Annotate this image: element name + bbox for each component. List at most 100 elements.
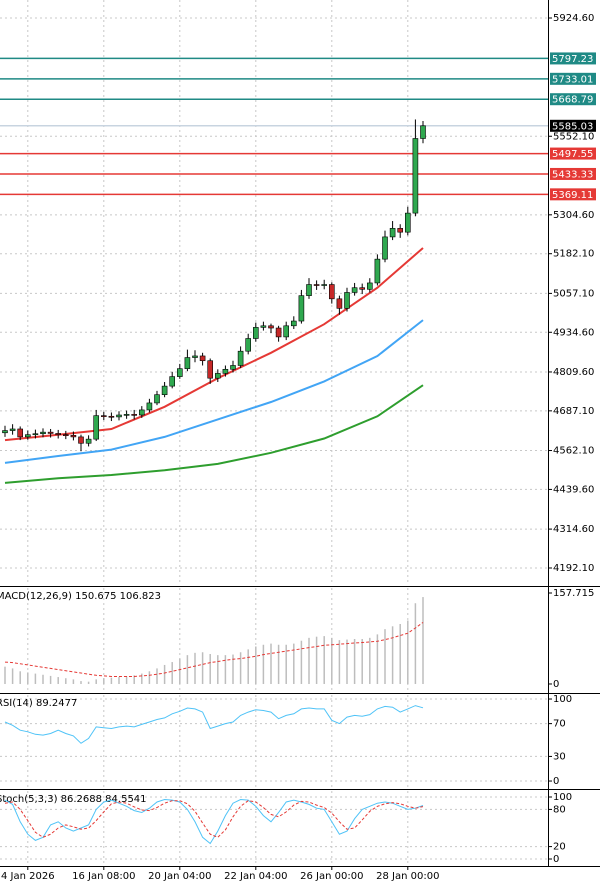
candle-body bbox=[389, 228, 396, 238]
level-label-bg bbox=[550, 52, 596, 65]
y-tick-label: 20 bbox=[553, 842, 566, 853]
candle-body bbox=[169, 376, 175, 387]
x-tick-label: 26 Jan 00:00 bbox=[300, 871, 363, 882]
candle-body bbox=[207, 360, 213, 379]
level-label-bg bbox=[550, 188, 596, 201]
candle-body bbox=[32, 433, 39, 436]
x-tick-label: 16 Jan 08:00 bbox=[72, 871, 135, 882]
y-tick-label: 4439.60 bbox=[553, 484, 594, 495]
level-label-bg bbox=[550, 119, 596, 132]
candle-body bbox=[108, 415, 115, 418]
candle-body bbox=[17, 428, 24, 438]
indicator-title: MACD(12,26,9) 150.675 106.823 bbox=[0, 591, 161, 602]
y-tick-label: 5057.10 bbox=[553, 288, 594, 299]
candle-body bbox=[420, 125, 426, 139]
candle-body bbox=[222, 368, 229, 374]
y-tick-label: 100 bbox=[553, 792, 572, 803]
level-label-bg bbox=[550, 93, 596, 106]
series-line bbox=[4, 800, 424, 838]
candle-body bbox=[230, 365, 236, 370]
y-tick-label: 5304.60 bbox=[553, 210, 594, 221]
x-tick-label: 28 Jan 00:00 bbox=[376, 871, 439, 882]
candle-body bbox=[260, 325, 267, 328]
series-line bbox=[4, 798, 424, 845]
candle-body bbox=[62, 434, 69, 436]
y-tick-label: 4314.60 bbox=[553, 524, 594, 535]
candle-body bbox=[412, 138, 419, 214]
candle-body bbox=[146, 402, 153, 411]
candle-body bbox=[47, 431, 54, 434]
y-tick-label: 0 bbox=[553, 854, 559, 865]
candle-body bbox=[199, 355, 206, 362]
level-label-bg bbox=[550, 72, 596, 85]
candle-body bbox=[177, 368, 183, 377]
y-tick-label: 157.715 bbox=[553, 588, 594, 599]
indicator-title: Stoch(5,3,3) 86.2688 84.5541 bbox=[0, 794, 147, 805]
y-tick-label: 4192.10 bbox=[553, 563, 594, 574]
candle-body bbox=[184, 357, 191, 369]
y-tick-label: 80 bbox=[553, 804, 566, 815]
candle-body bbox=[9, 428, 16, 431]
y-tick-label: 0 bbox=[553, 679, 559, 690]
candle-body bbox=[382, 236, 388, 260]
level-label: 5585.03 bbox=[552, 121, 593, 132]
candle-body bbox=[237, 350, 244, 366]
level-label: 5497.55 bbox=[552, 149, 593, 160]
candle-body bbox=[116, 414, 122, 418]
y-tick-label: 4562.10 bbox=[553, 446, 594, 457]
candle-body bbox=[366, 282, 373, 290]
candle-body bbox=[397, 228, 404, 233]
candle-body bbox=[78, 436, 84, 444]
candle-body bbox=[123, 414, 130, 416]
level-label-bg bbox=[550, 167, 596, 180]
candle-body bbox=[101, 415, 107, 417]
candle-body bbox=[328, 284, 335, 300]
series-line bbox=[4, 319, 424, 464]
candle-body bbox=[93, 415, 99, 440]
candle-body bbox=[40, 431, 46, 435]
y-tick-label: 5924.60 bbox=[553, 13, 594, 24]
candle-body bbox=[313, 284, 320, 286]
level-label: 5433.33 bbox=[552, 169, 593, 180]
x-tick-label: 20 Jan 04:00 bbox=[148, 871, 211, 882]
y-tick-label: 100 bbox=[553, 694, 572, 705]
candle-body bbox=[215, 373, 221, 379]
candle-body bbox=[290, 320, 297, 327]
candle-body bbox=[253, 327, 259, 339]
candle-body bbox=[336, 298, 343, 309]
candle-body bbox=[161, 385, 168, 395]
series-line bbox=[4, 621, 424, 677]
indicator-title: RSI(14) 89.2477 bbox=[0, 698, 77, 709]
candle-body bbox=[24, 434, 31, 438]
candle-body bbox=[131, 414, 137, 416]
y-tick-label: 4934.60 bbox=[553, 327, 594, 338]
candle-body bbox=[283, 325, 290, 338]
candle-body bbox=[404, 212, 411, 233]
candle-body bbox=[2, 430, 8, 434]
y-tick-label: 5182.10 bbox=[553, 249, 594, 260]
candle-body bbox=[374, 258, 381, 284]
level-label: 5797.23 bbox=[552, 54, 593, 65]
candle-body bbox=[55, 433, 62, 435]
level-label: 5668.79 bbox=[552, 95, 593, 106]
y-tick-label: 70 bbox=[553, 719, 566, 730]
y-tick-label: 4809.60 bbox=[553, 367, 594, 378]
candle-body bbox=[192, 355, 198, 358]
x-tick-label: 4 Jan 2026 bbox=[1, 871, 55, 882]
candle-body bbox=[70, 435, 77, 438]
candle-body bbox=[245, 338, 251, 352]
candle-body bbox=[154, 394, 160, 404]
candle-body bbox=[139, 409, 145, 416]
candle-body bbox=[268, 325, 274, 329]
series-line bbox=[4, 384, 424, 484]
y-tick-label: 0 bbox=[553, 776, 559, 787]
candle-body bbox=[275, 327, 282, 338]
y-tick-label: 4687.10 bbox=[553, 406, 594, 417]
candle-body bbox=[321, 284, 328, 286]
candle-body bbox=[344, 292, 350, 309]
y-tick-label: 5552.10 bbox=[553, 131, 594, 142]
y-tick-label: 30 bbox=[553, 751, 566, 762]
x-tick-label: 22 Jan 04:00 bbox=[224, 871, 287, 882]
